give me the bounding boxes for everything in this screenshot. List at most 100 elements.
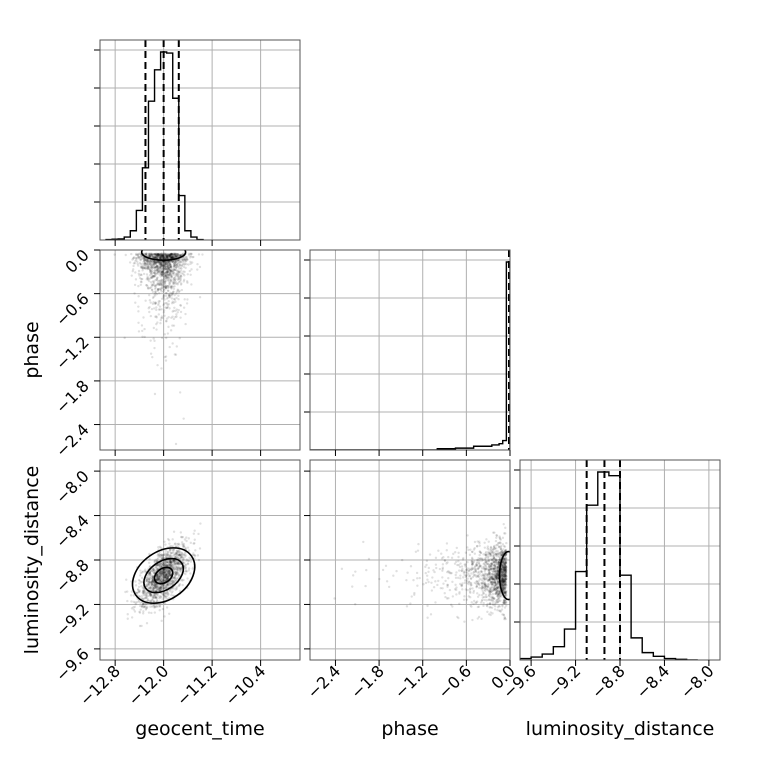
- sample-point: [178, 263, 182, 267]
- sample-point: [157, 585, 160, 588]
- sample-point: [165, 262, 168, 266]
- sample-point: [476, 592, 479, 595]
- sample-point: [144, 263, 147, 266]
- sample-point: [177, 562, 181, 565]
- sample-point: [491, 581, 495, 584]
- sample-point: [164, 549, 167, 552]
- sample-point: [164, 271, 168, 274]
- sample-point: [490, 577, 494, 580]
- sample-point: [164, 583, 168, 586]
- sample-point: [172, 576, 176, 580]
- sample-point: [501, 574, 505, 577]
- sample-point: [490, 596, 494, 600]
- sample-point: [494, 560, 497, 564]
- sample-point: [160, 278, 164, 281]
- sample-point: [165, 577, 168, 581]
- sample-point: [504, 561, 507, 565]
- sample-point: [172, 317, 176, 321]
- sample-point: [159, 271, 162, 274]
- sample-point: [186, 273, 189, 276]
- sample-point: [145, 260, 149, 263]
- sample-point: [164, 564, 167, 567]
- sample-point: [142, 589, 145, 593]
- sample-point: [147, 587, 150, 590]
- sample-point: [484, 573, 487, 576]
- sample-point: [144, 258, 147, 261]
- sample-point: [190, 268, 193, 271]
- sample-point: [177, 270, 181, 273]
- sample-point: [501, 578, 504, 581]
- sample-point: [405, 578, 408, 582]
- sample-point: [166, 576, 170, 580]
- sample-point: [158, 262, 161, 265]
- sample-point: [503, 584, 506, 587]
- sample-point: [196, 268, 199, 271]
- sample-point: [170, 253, 174, 256]
- sample-point: [158, 574, 162, 578]
- sample-point: [504, 576, 507, 579]
- x-tick-label: −1.8: [347, 661, 388, 702]
- sample-point: [162, 257, 166, 260]
- sample-point: [148, 570, 151, 574]
- sample-point: [180, 566, 183, 570]
- sample-point: [174, 562, 177, 566]
- sample-point: [187, 537, 191, 540]
- sample-point: [139, 265, 143, 269]
- sample-point: [427, 580, 430, 584]
- sample-point: [173, 254, 177, 257]
- sample-point: [460, 565, 464, 568]
- sample-point: [504, 590, 507, 594]
- sample-point: [170, 276, 173, 279]
- sample-point: [170, 275, 173, 279]
- sample-point: [163, 263, 166, 266]
- sample-point: [492, 576, 496, 579]
- sample-point: [504, 578, 507, 581]
- sample-point: [410, 595, 413, 598]
- sample-point: [145, 266, 148, 269]
- sample-point: [180, 568, 183, 571]
- sample-point: [167, 264, 170, 267]
- sample-point: [496, 561, 499, 565]
- sample-point: [425, 574, 429, 577]
- sample-point: [492, 557, 496, 560]
- y-tick-label: −9.6: [52, 644, 93, 685]
- sample-point: [139, 273, 143, 276]
- sample-point: [153, 560, 156, 563]
- sample-point: [494, 565, 497, 569]
- sample-point: [134, 253, 138, 257]
- sample-point: [190, 283, 193, 286]
- sample-point: [351, 585, 354, 588]
- panel-frame-0-0: [99, 39, 301, 241]
- sample-point: [504, 561, 507, 564]
- sample-point: [147, 574, 150, 577]
- sample-point: [181, 252, 184, 256]
- sample-point: [190, 252, 193, 256]
- sample-point: [155, 292, 159, 296]
- sample-point: [156, 276, 159, 279]
- sample-point: [483, 563, 487, 567]
- sample-point: [153, 287, 157, 291]
- sample-point: [152, 262, 156, 265]
- sample-point: [469, 548, 472, 551]
- sample-point: [499, 609, 502, 612]
- sample-point: [464, 563, 467, 566]
- sample-point: [167, 569, 171, 573]
- sample-point: [504, 580, 507, 583]
- sample-point: [160, 253, 164, 257]
- sample-point: [164, 586, 168, 590]
- sample-point: [175, 570, 179, 574]
- sample-point: [168, 584, 171, 588]
- sample-point: [161, 257, 164, 260]
- sample-point: [161, 563, 165, 566]
- sample-point: [154, 589, 158, 593]
- sample-point: [144, 299, 147, 302]
- sample-point: [441, 587, 444, 590]
- sample-point: [177, 280, 181, 284]
- sample-point: [171, 559, 175, 563]
- sample-point: [162, 568, 165, 572]
- sample-point: [178, 553, 181, 557]
- sample-point: [183, 556, 186, 559]
- sample-point: [162, 596, 166, 599]
- sample-point: [176, 562, 180, 565]
- sample-point: [134, 259, 137, 263]
